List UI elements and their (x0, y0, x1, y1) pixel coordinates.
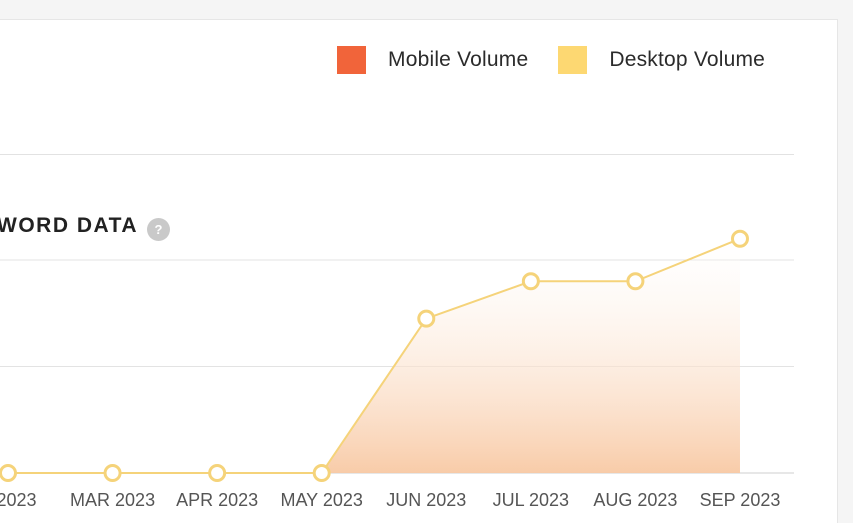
data-point[interactable] (208, 464, 227, 482)
data-point[interactable] (103, 464, 122, 482)
series-area-desktop-volume (8, 238, 740, 473)
x-tick-label: APR 2023 (176, 490, 258, 510)
x-tick-label: AUG 2023 (593, 490, 677, 510)
desktop-volume-swatch (558, 46, 588, 74)
data-point[interactable] (730, 229, 749, 248)
data-point[interactable] (0, 464, 17, 482)
x-tick-label: MAY 2023 (281, 490, 363, 510)
series-line-desktop-volume (8, 237, 741, 474)
data-point[interactable] (417, 309, 436, 328)
section-divider (0, 154, 794, 155)
chart-legend: Mobile Volume Desktop Volume (337, 46, 765, 74)
legend-label-mobile: Mobile Volume (388, 48, 529, 71)
section-title: WORD DATA (0, 214, 139, 237)
data-point[interactable] (521, 272, 540, 291)
question-icon[interactable]: ? (147, 218, 170, 241)
legend-label-desktop: Desktop Volume (609, 48, 766, 71)
x-tick-label: B 2023 (0, 490, 37, 510)
x-tick-label: JUL 2023 (493, 490, 569, 510)
legend-item-desktop-volume[interactable]: Desktop Volume (558, 46, 765, 74)
x-tick-label: JUN 2023 (386, 490, 466, 510)
data-point[interactable] (312, 464, 331, 482)
mobile-volume-swatch (337, 46, 366, 74)
x-tick-label: SEP 2023 (700, 490, 781, 510)
x-tick-label: MAR 2023 (70, 490, 155, 510)
legend-item-mobile-volume[interactable]: Mobile Volume (337, 46, 528, 74)
data-point[interactable] (626, 272, 645, 291)
